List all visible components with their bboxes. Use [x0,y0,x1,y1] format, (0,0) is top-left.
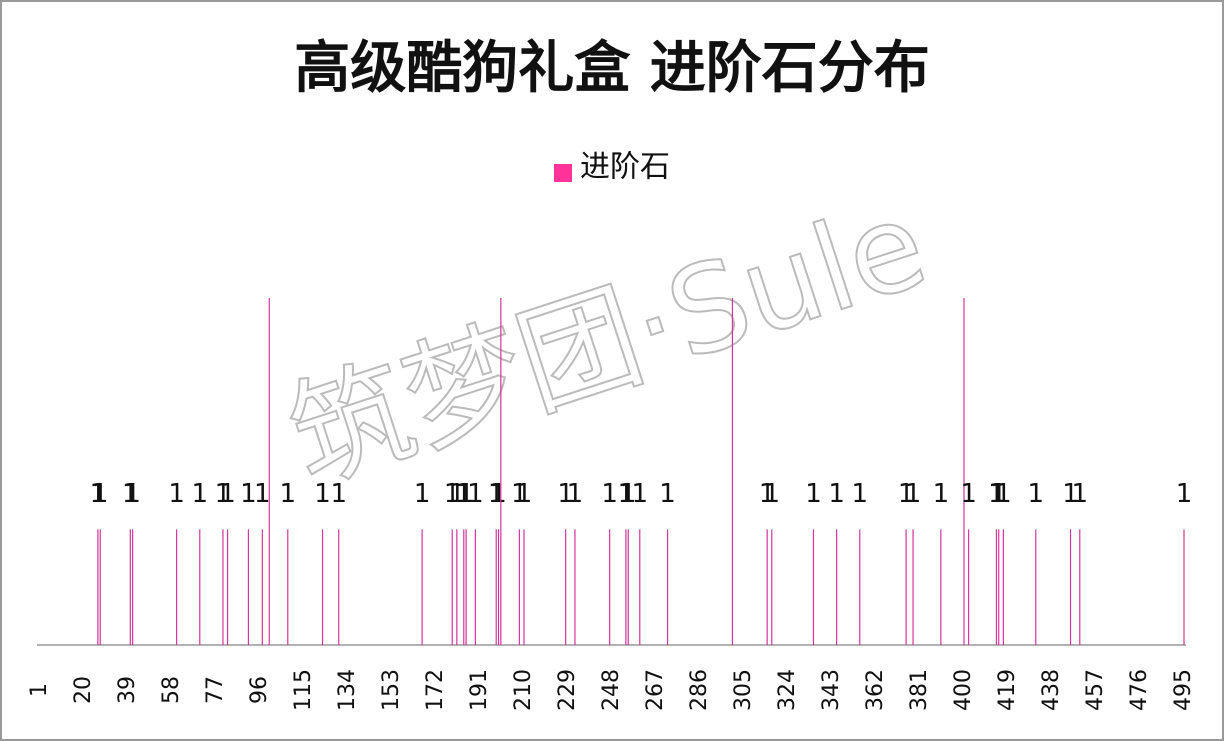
data-label: 1 [511,479,528,509]
data-label: 1 [659,479,676,509]
data-label: 1 [1176,479,1193,509]
data-label: 1 [215,479,232,509]
x-tick-label: 115 [291,669,316,711]
x-tick-label: 419 [995,669,1020,711]
data-label: 1 [1062,479,1079,509]
x-tick-label: 96 [247,676,272,704]
data-label: 1 [516,479,533,509]
chart-title: 高级酷狗礼盒 进阶石分布 [294,36,930,101]
data-label: 1 [620,479,637,509]
data-label: 1 [805,479,822,509]
x-tick-label: 1 [27,683,52,697]
data-label: 1 [219,479,236,509]
data-label: 1 [330,479,347,509]
x-tick-label: 457 [1083,669,1108,711]
x-tick-label: 229 [555,669,580,711]
data-label: 1 [601,479,618,509]
data-label: 1 [852,479,869,509]
x-tick-label: 172 [423,669,448,711]
x-tick-label: 77 [203,676,228,704]
data-label: 1 [444,479,461,509]
data-label: 1 [124,479,141,509]
data-label: 1 [632,479,649,509]
x-tick-label: 210 [511,669,536,711]
data-label: 1 [1028,479,1045,509]
x-tick-label: 495 [1171,669,1196,711]
x-tick-label: 362 [863,669,888,711]
data-label: 1 [458,479,475,509]
data-label: 1 [456,479,473,509]
x-tick-label: 438 [1039,669,1064,711]
x-tick-label: 267 [643,669,668,711]
x-tick-label: 153 [379,669,404,711]
x-tick-label: 400 [951,669,976,711]
x-tick-label: 20 [71,676,96,704]
data-label: 1 [92,479,109,509]
data-label: 1 [557,479,574,509]
data-label: 1 [905,479,922,509]
legend-label: 进阶石 [580,150,670,185]
data-label: 1 [567,479,584,509]
x-tick-label: 324 [775,669,800,711]
x-tick-label: 343 [819,669,844,711]
x-tick-label: 381 [907,669,932,711]
data-label: 1 [168,479,185,509]
data-label: 1 [933,479,950,509]
data-label: 1 [898,479,915,509]
data-label: 1 [90,479,107,509]
data-label: 1 [1072,479,1089,509]
data-label: 1 [828,479,845,509]
x-tick-label: 476 [1127,669,1152,711]
x-tick-label: 305 [731,669,756,711]
data-label: 1 [122,479,139,509]
data-label: 1 [192,479,209,509]
data-label: 1 [990,479,1007,509]
data-label: 1 [960,479,977,509]
data-label: 1 [988,479,1005,509]
x-tick-label: 248 [599,669,624,711]
data-label: 1 [490,479,507,509]
legend-swatch [554,164,572,182]
data-label: 1 [759,479,776,509]
x-tick-label: 58 [159,676,184,704]
data-label: 1 [618,479,635,509]
data-label: 1 [254,479,271,509]
data-label: 1 [240,479,257,509]
data-label: 1 [995,479,1012,509]
data-label: 1 [764,479,781,509]
x-tick-label: 286 [687,669,712,711]
data-label: 1 [467,479,484,509]
x-tick-label: 134 [335,669,360,711]
x-tick-label: 191 [467,669,492,711]
data-label: 1 [314,479,331,509]
x-tick-label: 39 [115,676,140,704]
data-label: 1 [280,479,297,509]
data-label: 1 [414,479,431,509]
data-label: 1 [449,479,466,509]
